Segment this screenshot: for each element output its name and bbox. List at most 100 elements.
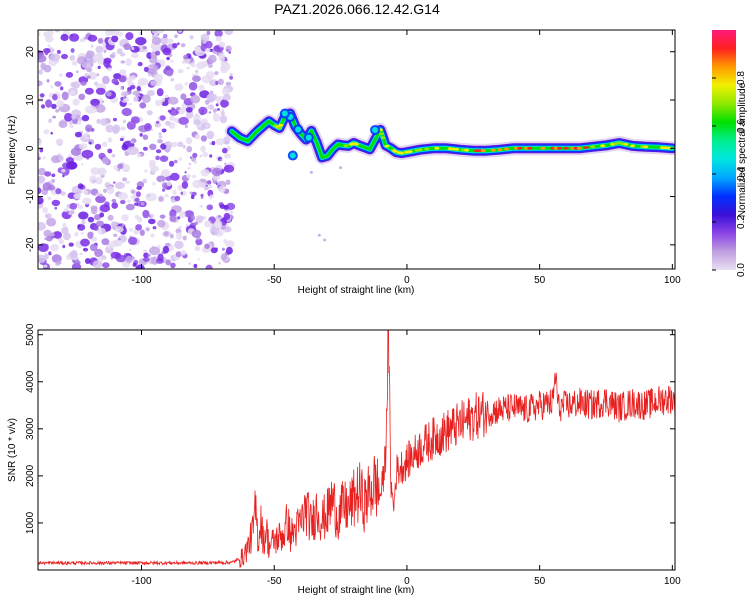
noise-speckle <box>98 256 104 263</box>
noise-speckle <box>107 137 113 143</box>
noise-speckle <box>208 111 212 114</box>
noise-speckle <box>94 143 102 150</box>
colorbar-tick-label: 0.2 <box>736 215 747 229</box>
noise-speckle <box>62 222 67 228</box>
ridge-hotspot <box>407 150 413 154</box>
noise-speckle <box>220 115 228 124</box>
noise-speckle <box>87 34 98 42</box>
noise-speckle <box>224 30 234 36</box>
noise-speckle <box>174 83 184 91</box>
noise-speckle <box>55 188 62 195</box>
noise-speckle <box>80 232 85 235</box>
noise-speckle <box>211 167 222 177</box>
noise-speckle <box>221 87 230 96</box>
noise-speckle <box>176 107 181 111</box>
noise-speckle <box>165 65 171 71</box>
noise-speckle <box>186 173 192 179</box>
noise-speckle <box>111 78 119 85</box>
noise-speckle <box>194 161 198 164</box>
noise-speckle <box>153 73 164 82</box>
noise-speckle <box>200 193 204 197</box>
y-tick-label: 1000 <box>25 511 36 534</box>
noise-speckle <box>155 50 161 56</box>
noise-speckle <box>84 132 90 139</box>
noise-speckle <box>103 57 112 64</box>
noise-speckle <box>50 244 59 252</box>
noise-speckle <box>220 225 227 230</box>
noise-speckle <box>222 100 230 107</box>
noise-speckle <box>212 113 221 122</box>
noise-speckle <box>123 253 126 256</box>
y-tick-label: 5000 <box>25 323 36 346</box>
noise-speckle <box>38 156 41 161</box>
noise-speckle <box>58 120 68 128</box>
noise-speckle <box>137 61 143 67</box>
noise-speckle <box>160 143 167 150</box>
noise-speckle <box>89 141 92 145</box>
noise-speckle <box>223 212 231 220</box>
noise-speckle <box>201 39 205 43</box>
noise-speckle <box>177 42 180 45</box>
ridge-hotspot <box>424 147 430 151</box>
noise-speckle <box>171 141 178 148</box>
noise-speckle <box>56 49 61 54</box>
noise-speckle <box>125 203 135 211</box>
noise-speckle <box>59 73 63 77</box>
noise-speckle <box>154 33 158 37</box>
noise-speckle <box>72 98 80 106</box>
colorbar-label: Normalized spectral amplitude <box>737 82 748 217</box>
noise-speckle <box>73 193 81 199</box>
noise-speckle <box>215 35 222 42</box>
noise-speckle <box>38 187 42 194</box>
ridge-hotspot <box>600 144 606 148</box>
ridge-hotspot <box>583 146 589 150</box>
noise-speckle <box>126 146 139 156</box>
noise-speckle <box>70 48 75 53</box>
noise-speckle <box>223 204 229 210</box>
noise-speckle <box>111 198 117 203</box>
noise-speckle <box>111 153 116 158</box>
noise-speckle <box>165 94 169 99</box>
noise-speckle <box>125 180 130 184</box>
noise-speckle <box>82 197 92 205</box>
noise-speckle <box>106 185 115 195</box>
noise-speckle <box>206 93 217 102</box>
noise-speckle <box>128 102 133 106</box>
ridge-hotspot <box>503 147 510 151</box>
noise-speckle <box>99 194 103 197</box>
noise-speckle <box>105 124 114 133</box>
y-tick-label: 3000 <box>25 417 36 440</box>
ridge-hotspot <box>417 148 423 152</box>
noise-speckle <box>86 75 91 79</box>
noise-speckle <box>148 218 156 225</box>
noise-speckle <box>100 118 108 126</box>
noise-speckle <box>176 232 183 240</box>
noise-speckle <box>96 167 107 176</box>
noise-speckle <box>81 163 84 166</box>
noise-speckle <box>204 48 211 53</box>
noise-speckle <box>142 134 149 140</box>
noise-speckle <box>111 202 118 209</box>
noise-speckle <box>99 204 111 213</box>
noise-speckle <box>38 139 42 145</box>
noise-speckle <box>78 76 89 84</box>
noise-speckle <box>99 212 105 218</box>
noise-speckle <box>47 196 52 200</box>
noise-speckle <box>104 30 114 36</box>
ridge-hotspot <box>384 144 390 148</box>
colorbar-tick-label: 0.4 <box>736 167 747 181</box>
ridge-hotspot <box>576 146 583 150</box>
noise-speckle <box>215 138 225 146</box>
noise-speckle <box>45 235 53 242</box>
noise-speckle <box>149 159 157 166</box>
noise-speckle <box>71 185 81 195</box>
noise-speckle <box>125 32 134 41</box>
noise-speckle <box>184 124 188 129</box>
noise-speckles <box>38 30 343 269</box>
noise-speckle <box>61 227 69 235</box>
noise-speckle <box>154 122 162 128</box>
noise-speckle <box>147 73 151 77</box>
noise-speckle <box>167 96 179 105</box>
noise-speckle <box>130 189 136 194</box>
noise-speckle <box>115 182 125 189</box>
